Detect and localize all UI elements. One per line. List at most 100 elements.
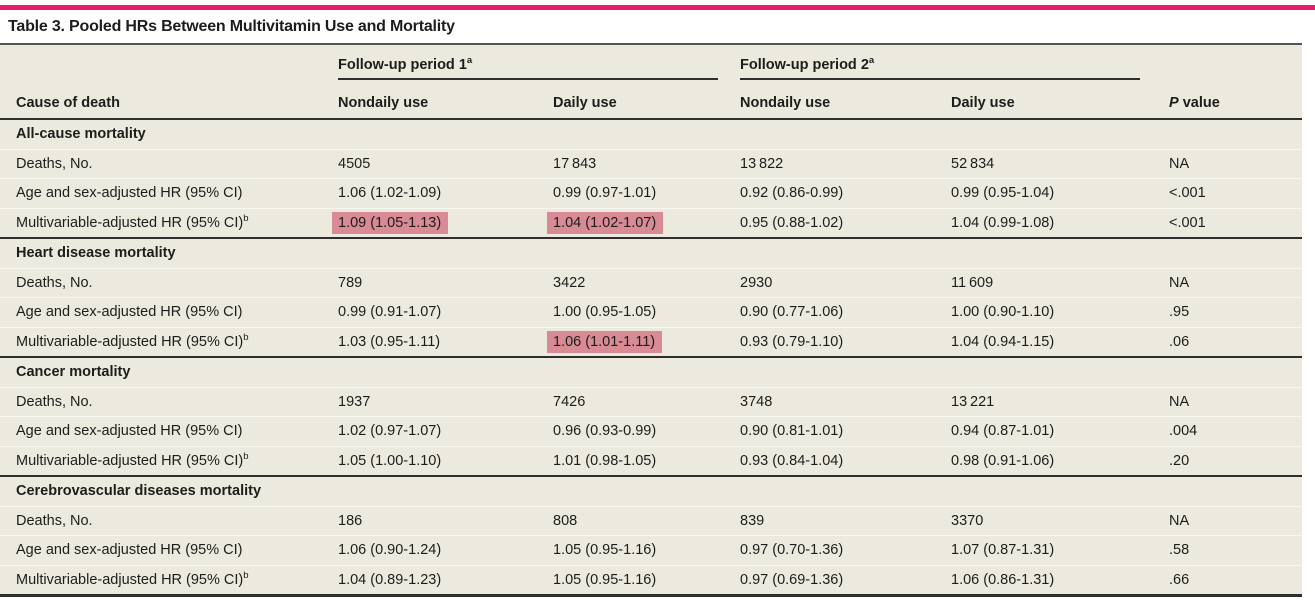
table-row: Age and sex-adjusted HR (95% CI) 1.06 (1… bbox=[0, 178, 1302, 209]
cell-value: 0.99 (0.91-1.07) bbox=[338, 304, 442, 321]
col-header-daily-1: Daily use bbox=[553, 80, 740, 120]
cell-value: 0.94 (0.87-1.01) bbox=[951, 423, 1055, 440]
cell-value: 0.92 (0.86-0.99) bbox=[740, 185, 844, 202]
table-row: Age and sex-adjusted HR (95% CI) 0.99 (0… bbox=[0, 297, 1302, 328]
footnote-marker-b: b bbox=[243, 569, 249, 581]
row-label: Age and sex-adjusted HR (95% CI) bbox=[16, 423, 243, 440]
column-header-row: Cause of death Nondaily use Daily use No… bbox=[0, 80, 1302, 120]
cell-value: 789 bbox=[338, 274, 363, 291]
highlighted-value: 1.09 (1.05-1.13) bbox=[332, 211, 449, 234]
cell-value: 13 822 bbox=[740, 155, 784, 172]
cell-value: NA bbox=[1169, 155, 1190, 172]
cell-value: 2930 bbox=[740, 274, 773, 291]
table-row: Deaths, No. 4505 17 843 13 822 52 834 NA bbox=[0, 149, 1302, 179]
col-header-nondaily-2: Nondaily use bbox=[740, 80, 951, 120]
empty-header-cell bbox=[1169, 44, 1302, 80]
cell-value: 0.95 (0.88-1.02) bbox=[740, 214, 844, 231]
cell-value: 839 bbox=[740, 512, 765, 529]
cell-value: 0.96 (0.93-0.99) bbox=[553, 423, 657, 440]
cell-value: 1.06 (1.01-1.11) bbox=[547, 327, 740, 357]
cell-value: 3370 bbox=[951, 512, 984, 529]
group-header-followup-2: Follow-up period 2a bbox=[740, 44, 1169, 80]
footnote-marker-a: a bbox=[868, 55, 875, 67]
cell-value: <.001 bbox=[1169, 214, 1206, 231]
row-label: Deaths, No. bbox=[16, 512, 93, 529]
section-heart-disease: Heart disease mortality Deaths, No. 789 … bbox=[0, 238, 1302, 357]
cell-value: 1.01 (0.98-1.05) bbox=[553, 452, 657, 469]
row-label-text: Multivariable-adjusted HR (95% CI) bbox=[16, 214, 244, 231]
row-label: Age and sex-adjusted HR (95% CI) bbox=[16, 185, 243, 202]
cell-value: 1.05 (1.00-1.10) bbox=[338, 452, 442, 469]
cell-value: 0.90 (0.77-1.06) bbox=[740, 304, 844, 321]
table-row: Deaths, No. 789 3422 2930 11 609 NA bbox=[0, 268, 1302, 298]
row-label: Age and sex-adjusted HR (95% CI) bbox=[16, 304, 243, 321]
table-row: Deaths, No. 1937 7426 3748 13 221 NA bbox=[0, 387, 1302, 417]
pooled-hrs-table: Follow-up period 1a Follow-up period 2a … bbox=[0, 43, 1302, 597]
cell-value: 13 221 bbox=[951, 393, 995, 410]
col-header-daily-2: Daily use bbox=[951, 80, 1169, 120]
cell-value: 808 bbox=[553, 512, 578, 529]
cell-value: .004 bbox=[1169, 423, 1198, 440]
row-label: Deaths, No. bbox=[16, 393, 93, 410]
row-label: Multivariable-adjusted HR (95% CI)b bbox=[0, 446, 338, 476]
section-label: All-cause mortality bbox=[16, 126, 146, 143]
table-row: Multivariable-adjusted HR (95% CI)b 1.04… bbox=[0, 565, 1302, 596]
cell-value: NA bbox=[1169, 274, 1190, 291]
cell-value: 0.97 (0.70-1.36) bbox=[740, 542, 844, 559]
group-header-followup-1: Follow-up period 1a bbox=[338, 44, 740, 80]
footnote-marker-a: a bbox=[466, 55, 473, 67]
cell-value: 0.97 (0.69-1.36) bbox=[740, 571, 844, 588]
accent-rule bbox=[0, 5, 1315, 10]
group-2-label: Follow-up period 2 bbox=[740, 57, 869, 73]
section-cancer: Cancer mortality Deaths, No. 1937 7426 3… bbox=[0, 357, 1302, 476]
cell-value: 0.99 (0.95-1.04) bbox=[951, 185, 1055, 202]
cell-value: 1937 bbox=[338, 393, 371, 410]
row-label: Deaths, No. bbox=[16, 274, 93, 291]
table-header: Follow-up period 1a Follow-up period 2a … bbox=[0, 44, 1302, 120]
row-label-text: Multivariable-adjusted HR (95% CI) bbox=[16, 333, 244, 350]
cell-value: 1.05 (0.95-1.16) bbox=[553, 542, 657, 559]
cell-value: 1.09 (1.05-1.13) bbox=[332, 208, 553, 238]
cell-value: 0.93 (0.79-1.10) bbox=[740, 333, 844, 350]
table-row: Deaths, No. 186 808 839 3370 NA bbox=[0, 506, 1302, 536]
section-header-row: Cancer mortality bbox=[0, 357, 1302, 387]
cell-value: 3422 bbox=[553, 274, 586, 291]
cell-value: .06 bbox=[1169, 333, 1190, 350]
cell-value: 1.03 (0.95-1.11) bbox=[338, 333, 441, 350]
cell-value: 1.04 (1.02-1.07) bbox=[547, 208, 740, 238]
section-label: Heart disease mortality bbox=[16, 245, 176, 262]
group-1-label: Follow-up period 1 bbox=[338, 57, 467, 73]
cell-value: 0.93 (0.84-1.04) bbox=[740, 452, 844, 469]
p-value-rest: value bbox=[1178, 95, 1220, 111]
cell-value: 1.06 (0.90-1.24) bbox=[338, 542, 442, 559]
page-title: Table 3. Pooled HRs Between Multivitamin… bbox=[8, 18, 455, 35]
row-label: Multivariable-adjusted HR (95% CI)b bbox=[0, 327, 338, 357]
cell-value: 11 609 bbox=[951, 274, 994, 291]
cell-value: 4505 bbox=[338, 155, 371, 172]
row-label: Deaths, No. bbox=[16, 155, 93, 172]
table-row: Multivariable-adjusted HR (95% CI)b 1.05… bbox=[0, 446, 1302, 476]
cell-value: 1.04 (0.89-1.23) bbox=[338, 571, 442, 588]
section-header-row: All-cause mortality bbox=[0, 119, 1302, 149]
cell-value: 1.07 (0.87-1.31) bbox=[951, 542, 1055, 559]
row-label-text: Multivariable-adjusted HR (95% CI) bbox=[16, 452, 244, 469]
cell-value: .20 bbox=[1169, 452, 1190, 469]
cell-value: 17 843 bbox=[553, 155, 597, 172]
p-value-italic: P bbox=[1169, 95, 1179, 111]
footnote-marker-b: b bbox=[243, 331, 249, 343]
cell-value: 0.90 (0.81-1.01) bbox=[740, 423, 844, 440]
cell-value: 1.04 (0.99-1.08) bbox=[951, 214, 1055, 231]
empty-header-cell bbox=[0, 44, 338, 80]
cell-value: 7426 bbox=[553, 393, 586, 410]
section-label: Cerebrovascular diseases mortality bbox=[16, 483, 262, 500]
cell-value: 1.06 (1.02-1.09) bbox=[338, 185, 442, 202]
table-row: Age and sex-adjusted HR (95% CI) 1.06 (0… bbox=[0, 535, 1302, 566]
cell-value: .58 bbox=[1169, 542, 1190, 559]
section-cerebrovascular: Cerebrovascular diseases mortality Death… bbox=[0, 476, 1302, 596]
group-header-row: Follow-up period 1a Follow-up period 2a bbox=[0, 44, 1302, 80]
cell-value: 1.00 (0.95-1.05) bbox=[553, 304, 657, 321]
cell-value: 1.06 (0.86-1.31) bbox=[951, 571, 1055, 588]
cell-value: 1.02 (0.97-1.07) bbox=[338, 423, 442, 440]
cell-value: 186 bbox=[338, 512, 363, 529]
row-label: Age and sex-adjusted HR (95% CI) bbox=[16, 542, 243, 559]
